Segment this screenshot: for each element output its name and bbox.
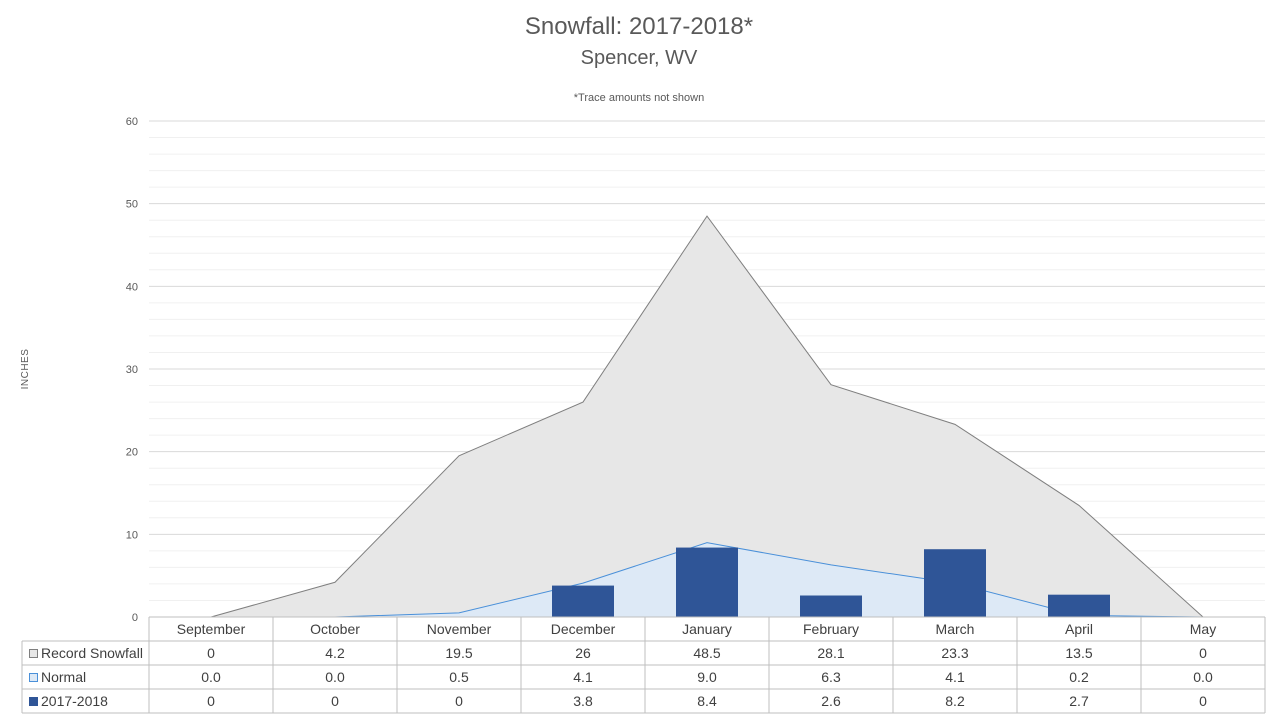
category-label: October bbox=[310, 621, 360, 637]
y-tick-label: 30 bbox=[126, 364, 138, 376]
data-label: 28.1 bbox=[817, 645, 844, 661]
data-label: 0 bbox=[455, 693, 463, 709]
series-name: Record Snowfall bbox=[41, 645, 143, 661]
y-tick-label: 50 bbox=[126, 199, 138, 211]
data-label: 26 bbox=[575, 645, 591, 661]
chart-title: Snowfall: 2017-2018* bbox=[525, 13, 753, 40]
y-tick-label: 10 bbox=[126, 529, 138, 541]
category-label: January bbox=[682, 621, 732, 637]
data-table: September October November December January F… bbox=[21, 616, 1266, 714]
data-label: 4.2 bbox=[325, 645, 345, 661]
y-tick-label: 60 bbox=[126, 116, 138, 128]
data-label: 0.0 bbox=[325, 669, 345, 685]
area-record-snowfall bbox=[211, 216, 1203, 618]
data-label: 0 bbox=[1199, 645, 1207, 661]
data-label: 6.3 bbox=[821, 669, 841, 685]
data-label: 2.6 bbox=[821, 693, 841, 709]
plot-area bbox=[210, 215, 1204, 618]
data-label: 19.5 bbox=[445, 645, 472, 661]
data-label: 23.3 bbox=[941, 645, 968, 661]
series-name: Normal bbox=[41, 669, 86, 685]
data-label: 13.5 bbox=[1065, 645, 1092, 661]
data-label: 3.8 bbox=[573, 693, 593, 709]
data-label: 4.1 bbox=[573, 669, 593, 685]
y-axis-label: INCHES bbox=[20, 349, 31, 390]
data-label: 0 bbox=[1199, 693, 1207, 709]
y-tick-label: 40 bbox=[126, 281, 138, 293]
y-tick-label: 0 bbox=[132, 612, 138, 624]
data-label: 2.7 bbox=[1069, 693, 1089, 709]
data-label: 48.5 bbox=[693, 645, 720, 661]
data-label: 8.4 bbox=[697, 693, 717, 709]
data-label: 0.0 bbox=[201, 669, 221, 685]
data-label: 0.5 bbox=[449, 669, 469, 685]
data-label: 0 bbox=[207, 693, 215, 709]
data-label: 8.2 bbox=[945, 693, 965, 709]
category-label: February bbox=[803, 621, 859, 637]
bar-december bbox=[552, 585, 614, 617]
data-label: 4.1 bbox=[945, 669, 965, 685]
category-label: May bbox=[1190, 621, 1216, 637]
data-label: 9.0 bbox=[697, 669, 717, 685]
category-label: December bbox=[551, 621, 616, 637]
y-axis-ticks: 0 10 20 30 40 50 60 bbox=[126, 116, 138, 624]
data-label: 0.2 bbox=[1069, 669, 1089, 685]
legend-key-2017-2018 bbox=[29, 697, 38, 706]
data-label: 0 bbox=[207, 645, 215, 661]
series-line-record-snowfall bbox=[210, 215, 1204, 618]
chart-subtitle: Spencer, WV bbox=[581, 47, 698, 69]
series-name: 2017-2018 bbox=[41, 693, 108, 709]
legend-key-normal bbox=[29, 673, 38, 682]
y-tick-label: 20 bbox=[126, 447, 138, 459]
series-line-normal bbox=[211, 542, 1204, 618]
data-label: 0 bbox=[331, 693, 339, 709]
data-label: 0.0 bbox=[1193, 669, 1213, 685]
category-label: April bbox=[1065, 621, 1093, 637]
category-label: November bbox=[427, 621, 492, 637]
bar-march bbox=[924, 549, 986, 617]
bar-january bbox=[676, 547, 738, 617]
legend-key-record-snowfall bbox=[29, 649, 38, 658]
bar-april bbox=[1048, 594, 1110, 617]
category-label: September bbox=[177, 621, 246, 637]
chart-note: *Trace amounts not shown bbox=[574, 92, 704, 104]
category-label: March bbox=[936, 621, 975, 637]
bar-february bbox=[800, 595, 862, 617]
